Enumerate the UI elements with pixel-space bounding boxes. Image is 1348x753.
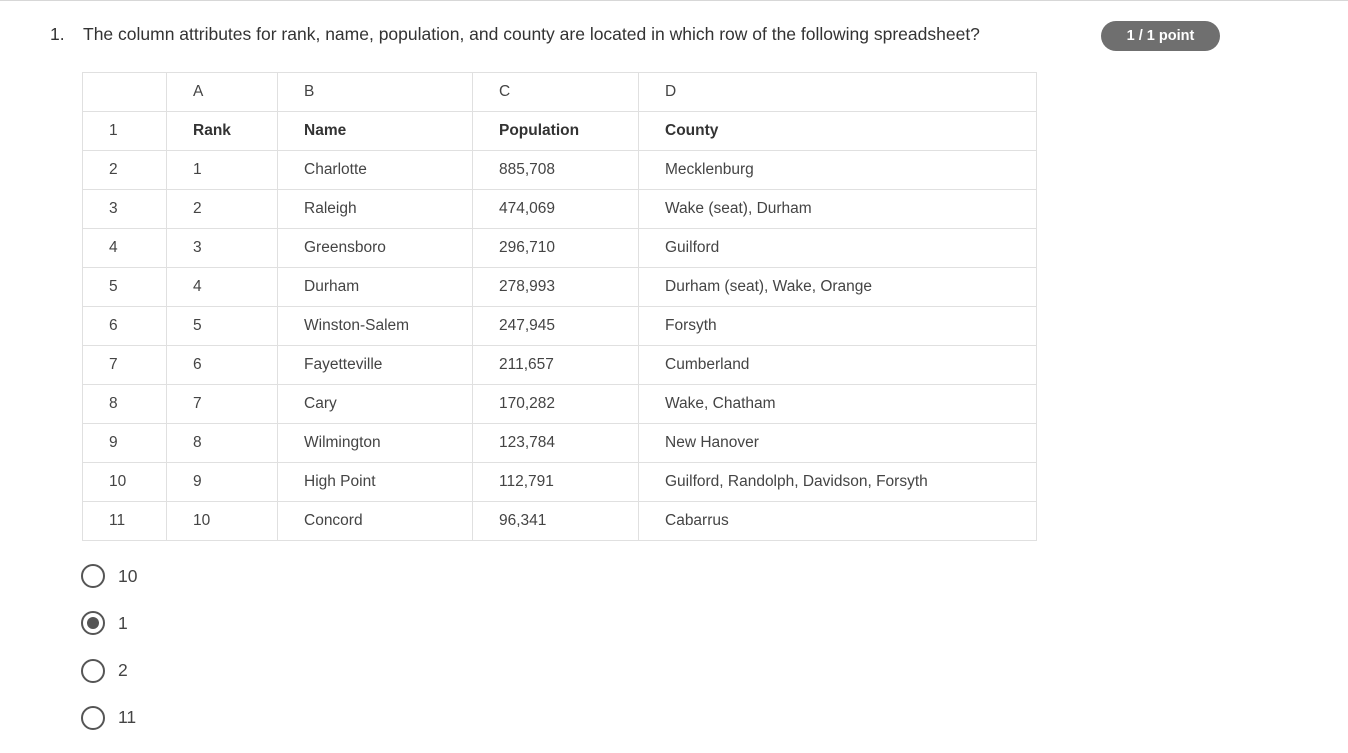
table-cell: 9 [166,462,278,502]
table-row: 9 8 Wilmington 123,784 New Hanover [82,423,1037,463]
table-cell: Rank [166,111,278,151]
table-cell: Wilmington [277,423,473,463]
table-cell: 123,784 [472,423,639,463]
row-number: 8 [82,384,167,424]
table-cell: Cary [277,384,473,424]
option-label: 11 [118,707,137,728]
table-cell: 5 [166,306,278,346]
row-number: 2 [82,150,167,190]
question-text: The column attributes for rank, name, po… [83,24,980,44]
table-cell: 4 [166,267,278,307]
table-row: 6 5 Winston-Salem 247,945 Forsyth [82,306,1037,346]
table-cell: Name [277,111,473,151]
table-cell: 170,282 [472,384,639,424]
table-cell: New Hanover [638,423,1037,463]
table-cell: High Point [277,462,473,502]
table-cell: Concord [277,501,473,541]
row-number: 10 [82,462,167,502]
answer-option[interactable]: 1 [81,611,137,636]
answer-option[interactable]: 11 [81,705,137,730]
table-cell: 2 [166,189,278,229]
table-cell: 7 [166,384,278,424]
table-cell: Durham [277,267,473,307]
table-row: 10 9 High Point 112,791 Guilford, Randolph, … [82,462,1037,502]
table-cell: Population [472,111,639,151]
header-row: 1 Rank Name Population County [82,111,1037,151]
table-cell: 211,657 [472,345,639,385]
table-cell: 296,710 [472,228,639,268]
row-number: 3 [82,189,167,229]
question-prompt: 1. The column attributes for rank, name, … [50,23,980,45]
column-letter: C [472,72,639,112]
table-cell: 10 [166,501,278,541]
table-row: 11 10 Concord 96,341 Cabarrus [82,501,1037,541]
table-cell: Raleigh [277,189,473,229]
table-cell: Greensboro [277,228,473,268]
radio-checked-icon[interactable] [81,611,105,636]
row-number: 7 [82,345,167,385]
row-number: 9 [82,423,167,463]
table-cell: Durham (seat), Wake, Orange [638,267,1037,307]
table-cell: 6 [166,345,278,385]
table-cell: Charlotte [277,150,473,190]
radio-unchecked-icon[interactable] [81,705,105,730]
table-row: 5 4 Durham 278,993 Durham (seat), Wake, Oran… [82,267,1037,307]
table-cell: Mecklenburg [638,150,1037,190]
table-cell: Winston-Salem [277,306,473,346]
table-row: 4 3 Greensboro 296,710 Guilford [82,228,1037,268]
row-number: 5 [82,267,167,307]
answer-option[interactable]: 2 [81,658,137,683]
table-row: 8 7 Cary 170,282 Wake, Chatham [82,384,1037,424]
table-row: 2 1 Charlotte 885,708 Mecklenburg [82,150,1037,190]
row-number: 1 [82,111,167,151]
table-cell: Guilford, Randolph, Davidson, Forsyth [638,462,1037,502]
table-cell: 474,069 [472,189,639,229]
table-cell: Forsyth [638,306,1037,346]
option-label: 1 [118,612,128,633]
question-number: 1. [50,24,65,44]
table-cell: 247,945 [472,306,639,346]
table-cell: 278,993 [472,267,639,307]
row-number: 11 [82,501,167,541]
table-cell: Fayetteville [277,345,473,385]
column-letter: A [166,72,278,112]
table-cell: 885,708 [472,150,639,190]
radio-unchecked-icon[interactable] [81,564,105,588]
option-label: 10 [118,565,138,586]
table-cell: Wake (seat), Durham [638,189,1037,229]
table-cell: 1 [166,150,278,190]
table-cell: 3 [166,228,278,268]
table-row: 3 2 Raleigh 474,069 Wake (seat), Durham [82,189,1037,229]
table-cell: 96,341 [472,501,639,541]
table-cell: Guilford [638,228,1037,268]
answer-options: 10 1 2 11 [81,564,137,753]
table-cell: Wake, Chatham [638,384,1037,424]
row-number: 4 [82,228,167,268]
table-row: 7 6 Fayetteville 211,657 Cumberland [82,345,1037,385]
table-cell: Cabarrus [638,501,1037,541]
row-number: 6 [82,306,167,346]
radio-unchecked-icon[interactable] [81,658,105,683]
answer-option[interactable]: 10 [81,564,137,588]
table-cell: County [638,111,1037,151]
top-divider [0,0,1348,1]
column-letter: D [638,72,1037,112]
option-label: 2 [118,660,128,681]
table-cell: Cumberland [638,345,1037,385]
table-cell: 112,791 [472,462,639,502]
score-badge: 1 / 1 point [1101,21,1220,51]
column-letter: B [277,72,473,112]
corner-cell [82,72,167,112]
spreadsheet-table: A B C D 1 Rank Name Population County 2 1 Charlotte… [82,72,1037,541]
table-cell: 8 [166,423,278,463]
